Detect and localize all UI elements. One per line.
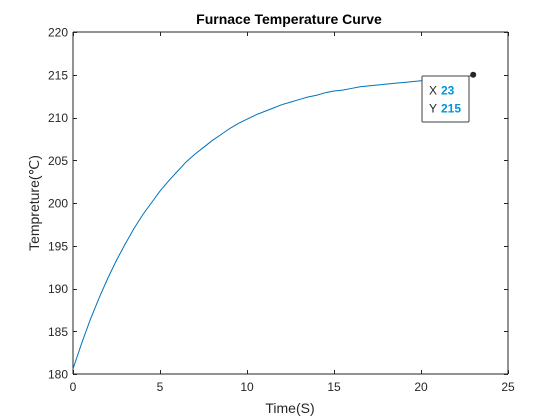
y-tick-label: 210 [48, 111, 68, 125]
x-axis-label: Time(S) [265, 400, 314, 416]
tick-labels: 0 5 10 15 20 25 180 185 190 195 200 205 210 215 220 [48, 26, 515, 395]
series-line[interactable] [72, 75, 474, 370]
y-tick-label: 195 [48, 239, 68, 253]
x-tick-label: 25 [501, 380, 515, 394]
chart-title: Furnace Temperature Curve [196, 11, 382, 27]
datatip[interactable]: X 23 Y 215 [421, 71, 477, 123]
y-tick-label: 205 [48, 154, 68, 168]
datatip-y-label: Y [429, 102, 437, 116]
y-tick-label: 200 [48, 197, 68, 211]
datatip-y-value: 215 [441, 102, 461, 116]
datatip-box [421, 75, 470, 123]
datatip-x-value: 23 [441, 84, 455, 98]
tick-marks [73, 32, 509, 375]
x-tick-label: 10 [240, 380, 254, 394]
datatip-x-label: X [429, 84, 437, 98]
x-tick-label: 20 [414, 380, 428, 394]
datatip-marker[interactable] [470, 71, 477, 78]
y-tick-label: 215 [48, 68, 68, 82]
x-tick-label: 0 [70, 380, 77, 394]
y-axis-label: Tempreture(℃) [26, 155, 42, 251]
y-tick-label: 185 [48, 325, 68, 339]
y-tick-label: 220 [48, 26, 68, 40]
y-tick-label: 180 [48, 368, 68, 382]
x-tick-label: 15 [327, 380, 341, 394]
y-tick-label: 190 [48, 282, 68, 296]
x-tick-label: 5 [157, 380, 164, 394]
